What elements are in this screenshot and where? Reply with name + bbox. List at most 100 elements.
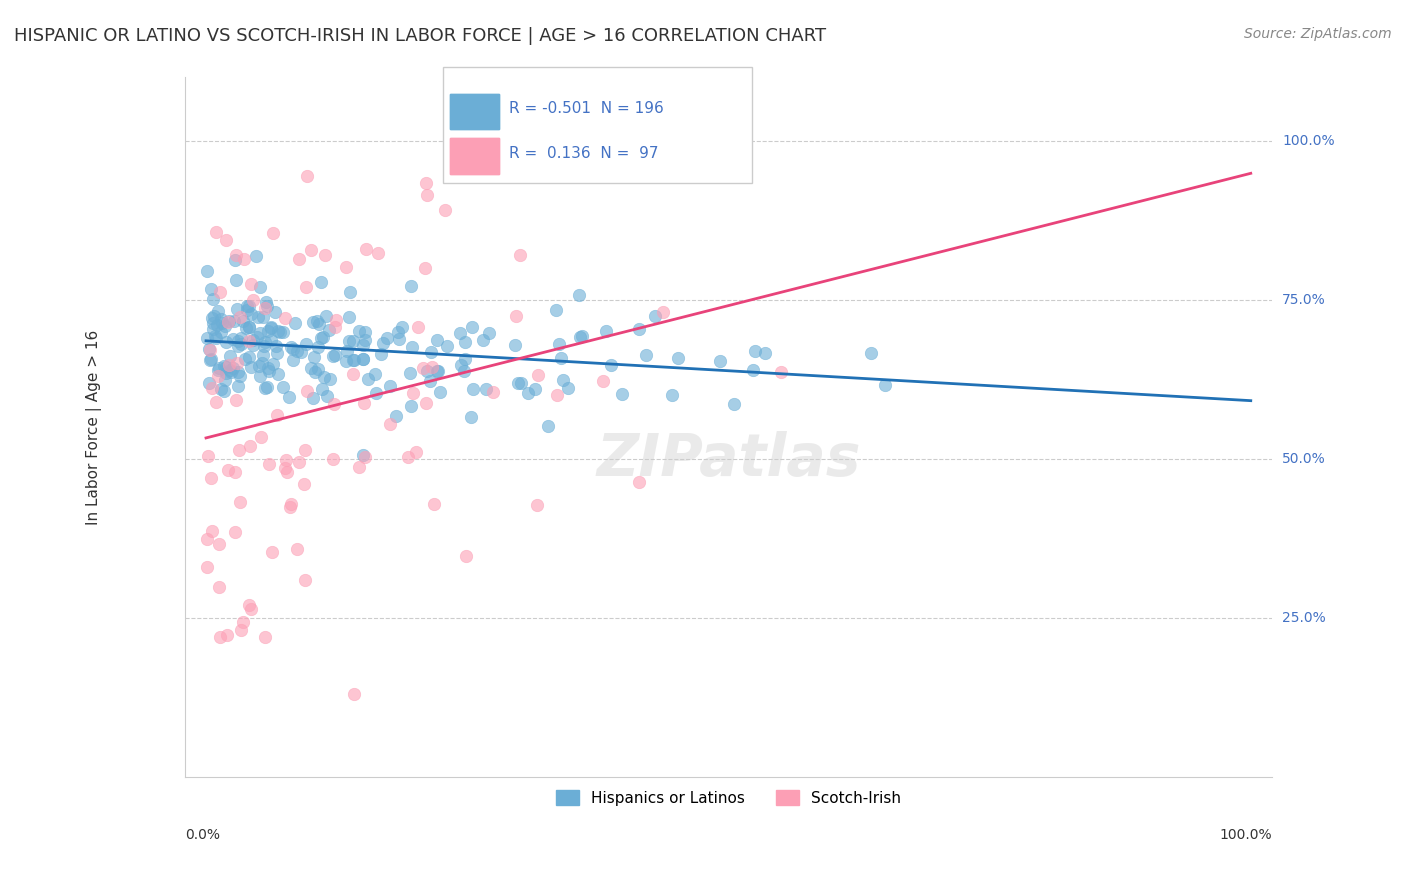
Point — [274, 453, 297, 467]
Point — [235, 302, 257, 317]
Point — [308, 340, 330, 354]
Point — [353, 333, 375, 347]
Point — [253, 334, 276, 349]
Point — [257, 457, 280, 471]
Point — [205, 225, 228, 239]
Point — [352, 449, 374, 463]
Point — [299, 360, 322, 375]
Point — [195, 559, 218, 574]
Point — [240, 359, 263, 374]
Point — [294, 442, 316, 457]
Point — [405, 444, 427, 458]
Point — [523, 382, 546, 396]
Point — [247, 359, 270, 373]
Point — [546, 388, 568, 402]
Point — [214, 233, 236, 247]
Point — [454, 334, 477, 349]
Point — [661, 387, 683, 401]
Point — [208, 630, 231, 644]
Point — [215, 628, 238, 642]
Point — [229, 369, 252, 384]
Point — [453, 364, 475, 378]
Point — [610, 387, 633, 401]
Point — [226, 356, 249, 370]
Point — [723, 397, 745, 411]
Point — [250, 430, 273, 444]
Text: R = -0.501  N = 196: R = -0.501 N = 196 — [509, 102, 664, 116]
Point — [396, 450, 419, 465]
Point — [239, 307, 262, 321]
Point — [200, 471, 222, 485]
Point — [229, 624, 252, 638]
Point — [221, 332, 243, 346]
Point — [354, 242, 377, 256]
Point — [200, 282, 222, 296]
Point — [201, 524, 224, 538]
Point — [754, 346, 776, 360]
Point — [323, 348, 346, 362]
Point — [222, 314, 245, 328]
Point — [335, 354, 357, 368]
Point — [225, 248, 247, 262]
Point — [211, 316, 233, 330]
Point — [254, 294, 277, 309]
Point — [235, 320, 257, 334]
Text: 50.0%: 50.0% — [1282, 452, 1326, 467]
Point — [288, 455, 311, 469]
Point — [294, 574, 316, 588]
Point — [475, 382, 498, 396]
Point — [238, 299, 260, 313]
Point — [256, 324, 278, 338]
Point — [526, 368, 548, 382]
Point — [314, 369, 336, 384]
Point — [226, 365, 249, 379]
Point — [652, 305, 675, 319]
Point — [391, 320, 413, 334]
Point — [254, 381, 277, 395]
Point — [283, 342, 305, 356]
Point — [197, 342, 219, 356]
Point — [256, 299, 278, 313]
Point — [666, 351, 689, 366]
Point — [242, 337, 264, 351]
Point — [246, 330, 269, 344]
Point — [416, 364, 439, 378]
Point — [280, 497, 302, 511]
Text: 75.0%: 75.0% — [1282, 293, 1326, 307]
Point — [195, 532, 218, 546]
Point — [323, 396, 346, 410]
Point — [449, 326, 471, 340]
Point — [218, 358, 240, 372]
Point — [537, 418, 560, 433]
Point — [218, 313, 240, 327]
Point — [347, 459, 370, 474]
Point — [252, 310, 274, 324]
Point — [215, 334, 238, 349]
Point — [314, 247, 336, 261]
Point — [218, 363, 240, 377]
Point — [283, 352, 305, 367]
Point — [240, 277, 263, 291]
Point — [228, 495, 250, 509]
Point — [224, 252, 246, 267]
Point — [205, 394, 228, 409]
Point — [309, 276, 332, 290]
Point — [634, 348, 657, 362]
Point — [207, 303, 229, 318]
Text: Source: ZipAtlas.com: Source: ZipAtlas.com — [1244, 27, 1392, 41]
Point — [259, 319, 281, 334]
Point — [224, 525, 246, 540]
Point — [288, 252, 311, 266]
Point — [229, 330, 252, 344]
Point — [271, 325, 294, 339]
Point — [229, 336, 252, 351]
Point — [221, 360, 243, 375]
Point — [256, 361, 278, 376]
Point — [202, 292, 225, 306]
Point — [600, 358, 623, 372]
Point — [262, 545, 284, 559]
Point — [336, 344, 359, 359]
Point — [266, 409, 288, 423]
Point — [429, 385, 451, 400]
Point — [354, 325, 377, 339]
